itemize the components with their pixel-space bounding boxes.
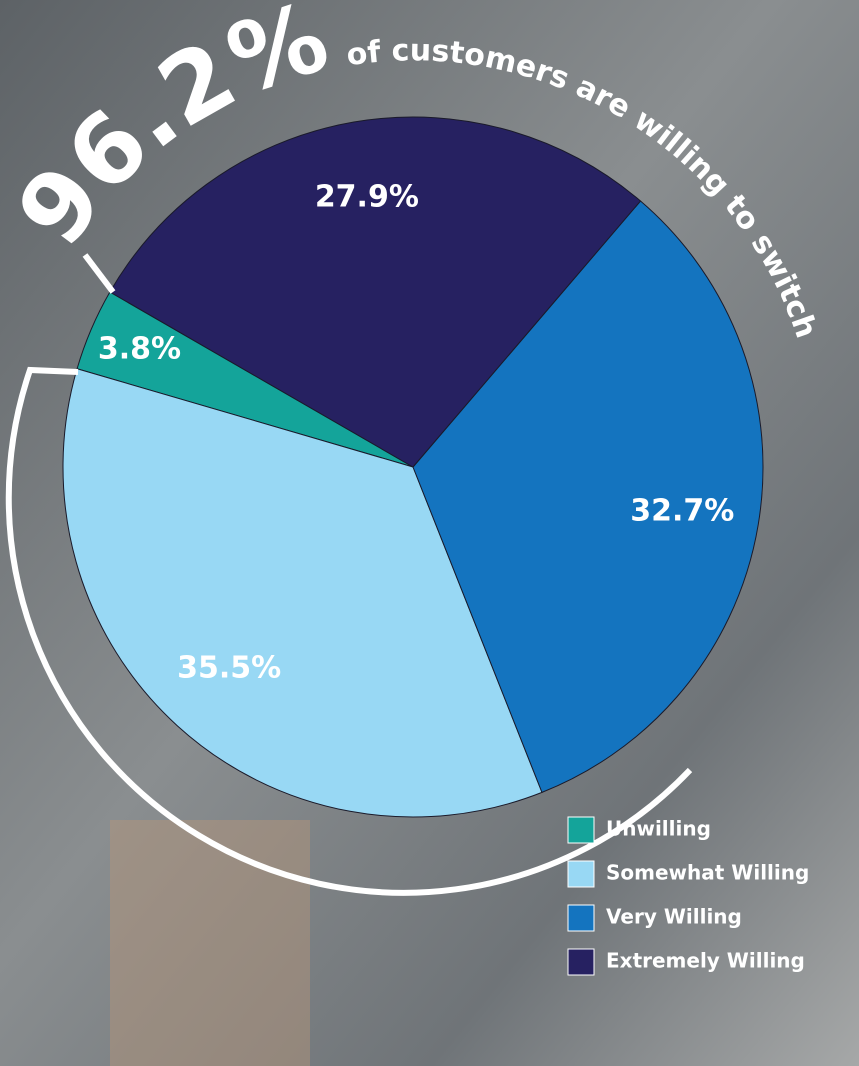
legend-swatch — [568, 861, 594, 887]
legend-swatch — [568, 817, 594, 843]
legend-swatch — [568, 949, 594, 975]
legend-label: Somewhat Willing — [606, 861, 809, 885]
chart: 3.8%35.5%32.7%27.9% 96.2%of customers ar… — [0, 0, 859, 1066]
legend-label: Extremely Willing — [606, 949, 805, 973]
data-label: 32.7% — [630, 493, 734, 528]
background-bag — [110, 820, 310, 1066]
data-label: 27.9% — [315, 179, 419, 214]
data-label: 3.8% — [98, 332, 181, 367]
legend-label: Unwilling — [606, 817, 711, 841]
legend-swatch — [568, 905, 594, 931]
legend-label: Very Willing — [606, 905, 742, 929]
data-label: 35.5% — [177, 650, 281, 685]
